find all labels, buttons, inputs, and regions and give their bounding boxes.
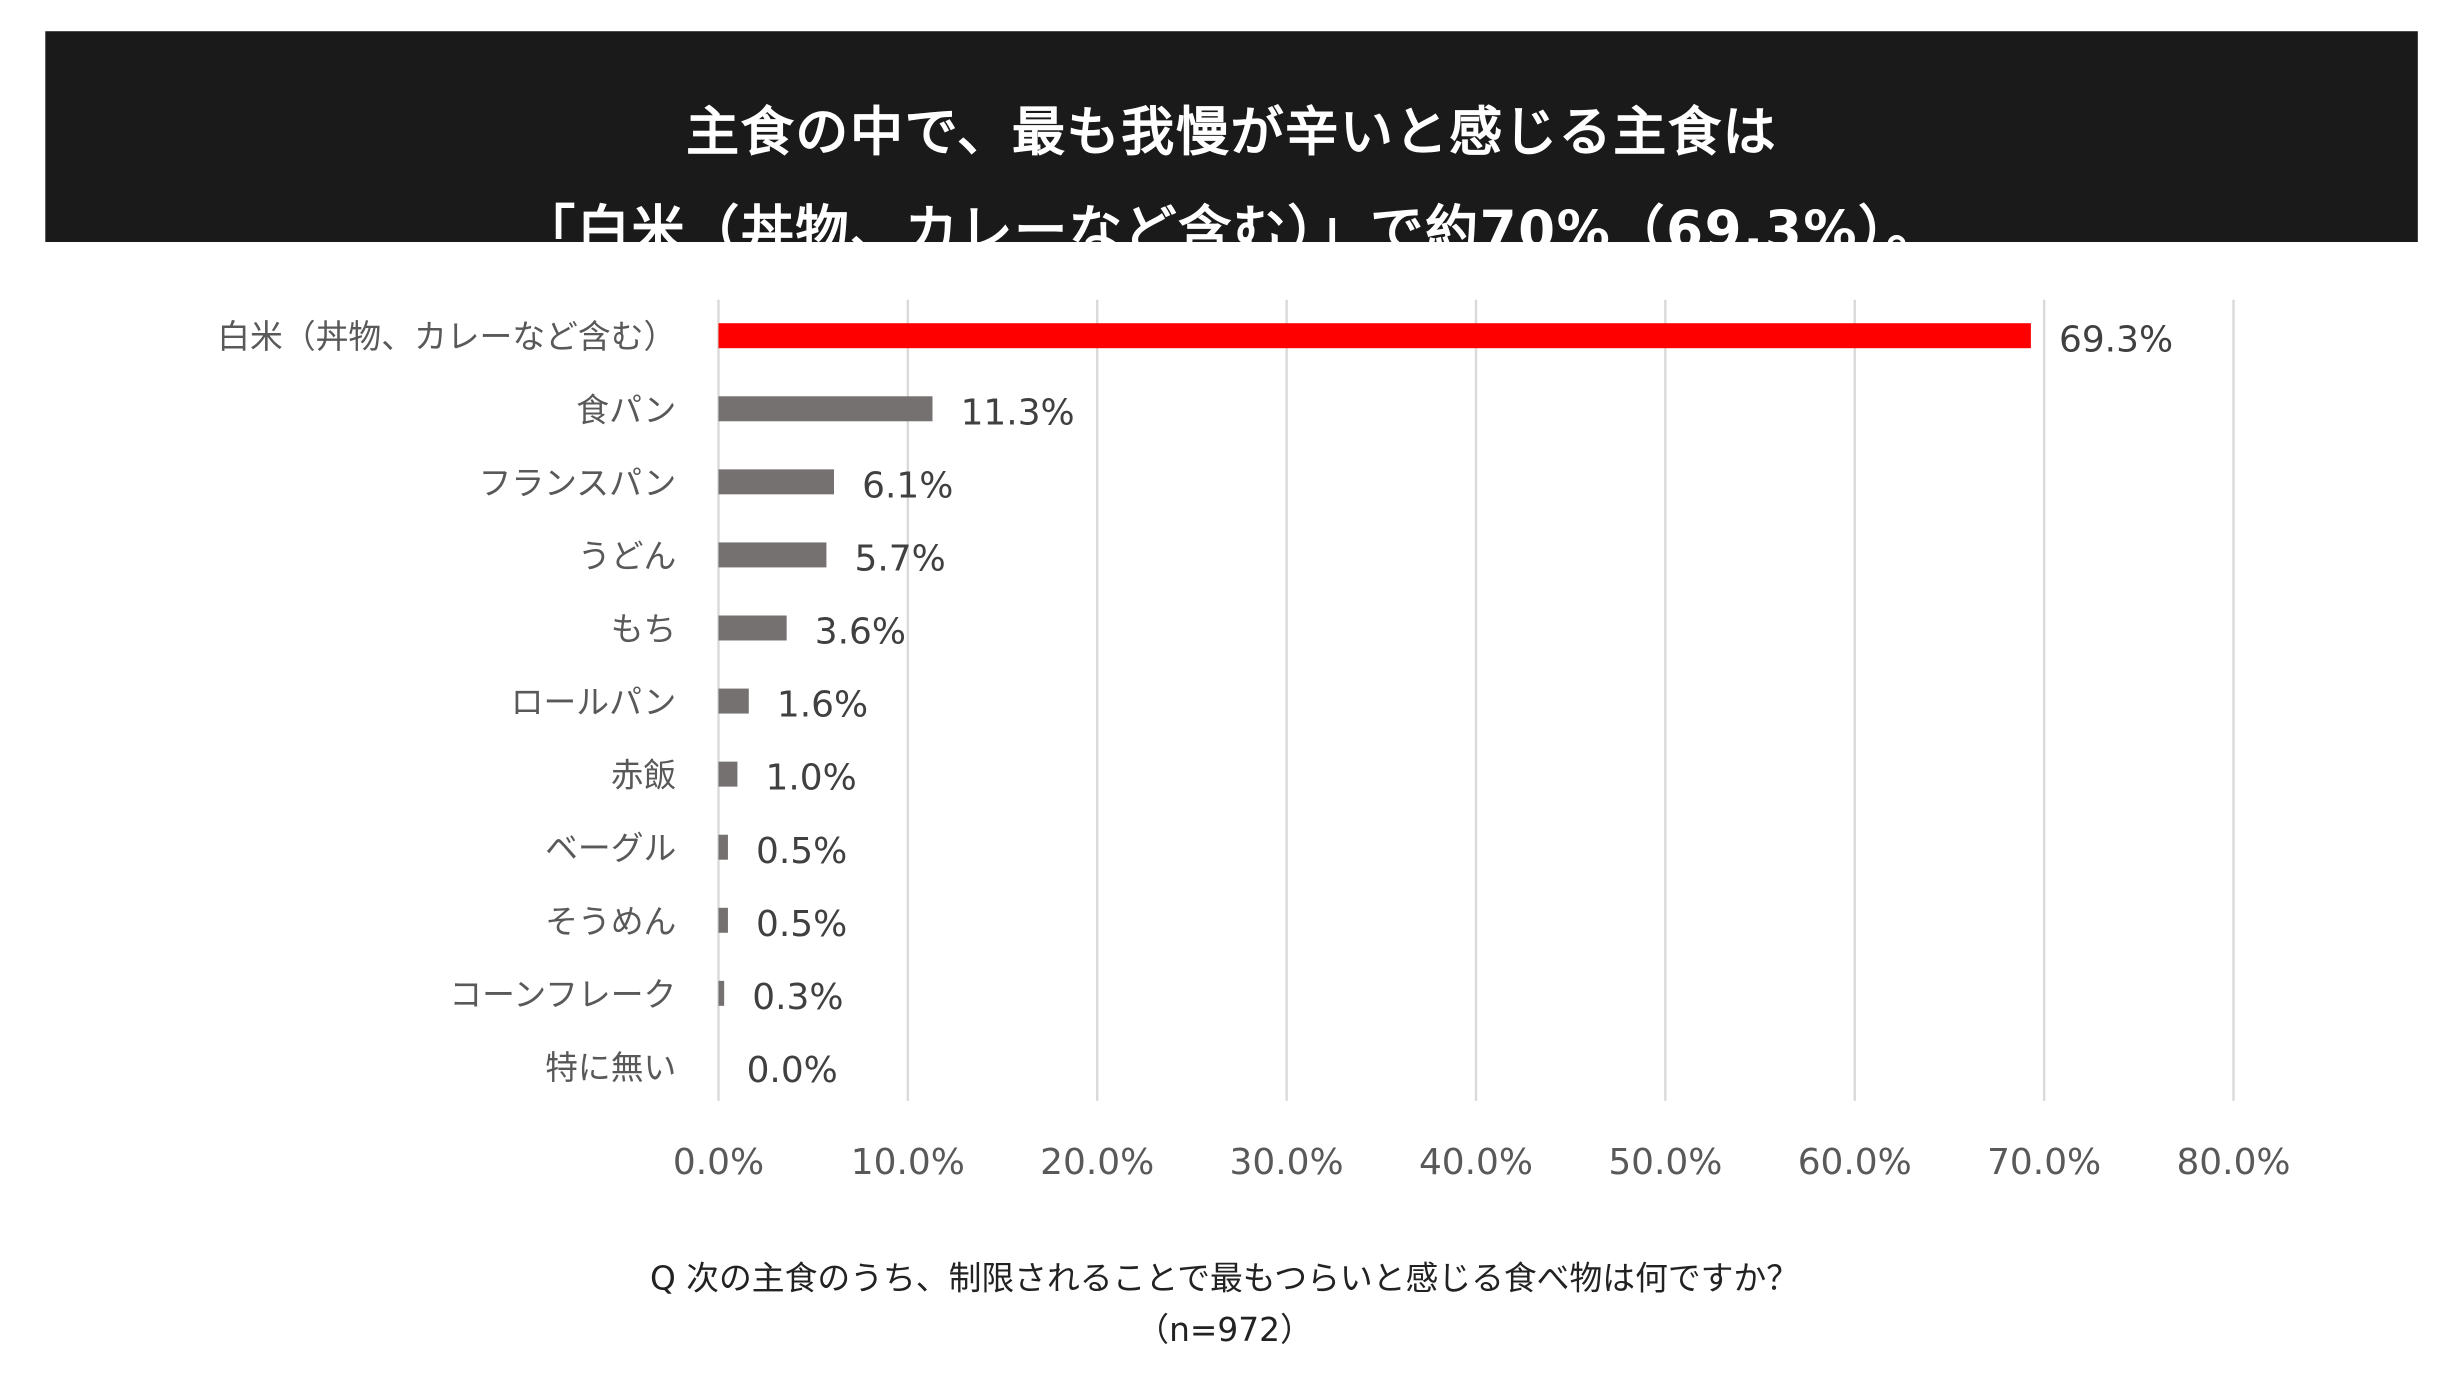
bar <box>718 688 749 714</box>
bar <box>718 542 827 568</box>
data-label: 0.0% <box>747 1050 838 1091</box>
category-label: ベーグル <box>545 830 676 868</box>
title-line-1: 主食の中で、最も我慢が辛いと感じる主食は <box>685 101 1778 164</box>
x-tick-label: 10.0% <box>851 1142 965 1183</box>
category-label: もち <box>611 610 677 648</box>
x-tick-label: 80.0% <box>2176 1142 2290 1183</box>
bar <box>718 834 728 860</box>
data-label: 1.6% <box>777 685 868 726</box>
bar <box>718 907 728 933</box>
bar <box>718 396 933 422</box>
category-label: ロールパン <box>511 684 677 722</box>
bar <box>718 615 787 641</box>
title-banner: 主食の中で、最も我慢が辛いと感じる主食は 「白米（丼物、カレーなど含む）」で約7… <box>45 31 2418 262</box>
data-label: 0.5% <box>756 904 847 945</box>
data-label: 6.1% <box>862 465 953 506</box>
category-label: 食パン <box>576 391 676 429</box>
bar <box>718 469 834 495</box>
category-label: 特に無い <box>545 1049 676 1087</box>
bar <box>718 761 738 787</box>
data-label: 5.7% <box>855 539 946 580</box>
x-tick-label: 70.0% <box>1987 1142 2101 1183</box>
x-tick-label: 50.0% <box>1608 1142 1722 1183</box>
x-tick-label: 20.0% <box>1040 1142 1154 1183</box>
survey-question: Q 次の主食のうち、制限されることで最もつらいと感じる食べ物は何ですか？ <box>649 1260 1800 1298</box>
bar <box>718 980 725 1006</box>
data-label: 0.3% <box>752 977 843 1018</box>
data-label: 1.0% <box>766 758 857 799</box>
bar <box>718 323 2031 349</box>
category-label: そうめん <box>545 903 676 941</box>
data-label: 3.6% <box>815 612 906 653</box>
category-label: フランスパン <box>479 464 677 502</box>
category-label: うどん <box>578 537 676 575</box>
title-line-2: 「白米（丼物、カレーなど含む）」で約70%（69.3%）。 <box>522 199 1941 263</box>
bar-chart: 0.0% 10.0% 20.0% 30.0% 40.0% 50.0% 60.0% 70.0% 8… <box>217 299 2291 1183</box>
x-tick-label: 0.0% <box>673 1142 764 1183</box>
data-label: 69.3% <box>2059 319 2173 360</box>
sample-size: （n=972） <box>1136 1311 1313 1350</box>
category-label: 赤飯 <box>611 757 677 795</box>
x-tick-label: 40.0% <box>1419 1142 1533 1183</box>
category-label: コーンフレーク <box>449 976 676 1014</box>
x-tick-label: 30.0% <box>1230 1142 1344 1183</box>
category-label: 白米（丼物、カレーなど含む） <box>217 318 676 356</box>
data-label: 0.5% <box>756 831 847 872</box>
data-label: 11.3% <box>961 392 1075 433</box>
x-tick-label: 60.0% <box>1798 1142 1912 1183</box>
